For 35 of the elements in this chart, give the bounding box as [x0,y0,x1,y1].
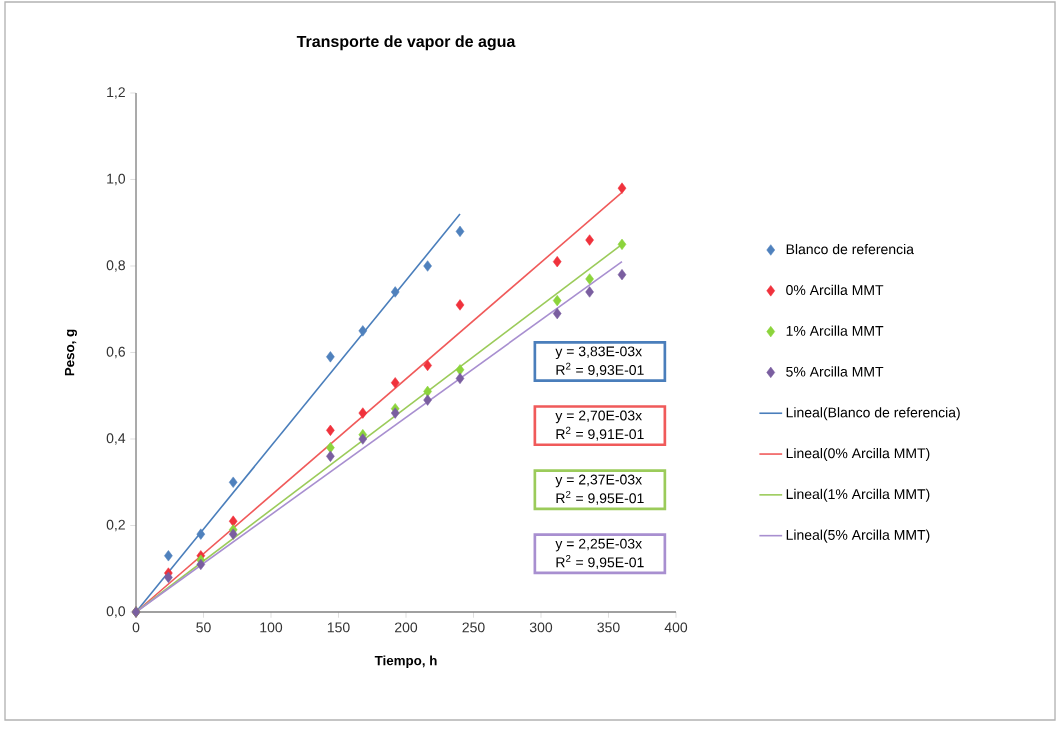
legend-label: Lineal(1% Arcilla MMT) [786,488,930,502]
y-tick-label: 1,0 [107,173,126,186]
annotation: y = 2,70E-03x [555,410,642,424]
legend-label: Blanco de referencia [786,243,914,255]
legend-label: 5% Arcilla MMT [786,366,884,377]
y-tick-label: 1,2 [107,87,125,99]
y-axis-title: Peso, g [64,329,77,376]
y-tick-label: 0,8 [106,260,125,272]
annotation: R$^{2}$ = 9,95E-01 [556,490,644,505]
y-tick-label: 0,4 [106,433,126,445]
legend-label: 0% Arcilla MMT [786,284,884,296]
x-tick-label: 250 [462,622,485,633]
x-tick-label: 50 [196,622,211,633]
legend-label: Lineal(0% Arcilla MMT) [786,447,930,462]
annotation: y = 3,83E-03x [555,346,642,360]
annotation: R$^{2}$ = 9,95E-01 [556,555,644,569]
x-tick-label: 100 [260,622,283,633]
y-tick-label: 0,2 [106,519,125,532]
annotation: y = 2,25E-03x [555,538,642,552]
legend-label: Lineal(Blanco de referencia) [786,407,960,421]
x-axis-title: Tiempo, h [374,655,437,668]
y-tick-label: 0,6 [106,346,125,359]
x-tick-label: 350 [597,622,620,633]
x-tick-label: 0 [132,622,140,633]
legend-label: 1% Arcilla MMT [786,325,884,336]
annotation: y = 2,37E-03x [555,474,642,488]
y-tick-label: 0,0 [106,606,126,618]
x-tick-label: 150 [327,622,350,633]
x-tick-label: 300 [529,622,553,633]
annotation: R$^{2}$ = 9,91E-01 [556,426,644,441]
annotation: R$^{2}$ = 9,93E-01 [556,362,644,377]
chart-title: Transporte de vapor de agua [296,35,516,51]
x-tick-label: 400 [664,622,688,633]
x-tick-label: 200 [395,622,418,633]
legend-label: Lineal(5% Arcilla MMT) [786,529,930,543]
